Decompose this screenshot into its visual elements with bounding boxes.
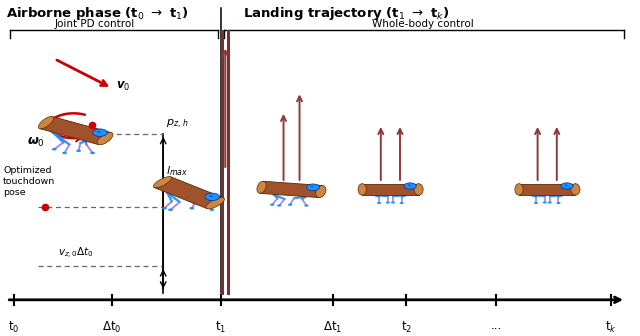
Circle shape [304, 204, 308, 207]
Ellipse shape [154, 177, 172, 188]
Ellipse shape [97, 132, 113, 145]
Circle shape [404, 183, 416, 189]
Ellipse shape [358, 184, 366, 195]
Circle shape [52, 148, 57, 151]
Circle shape [93, 129, 108, 136]
Text: $v_{z,0}\Delta t_0$: $v_{z,0}\Delta t_0$ [58, 246, 93, 261]
Circle shape [209, 209, 214, 211]
Circle shape [386, 202, 390, 204]
Circle shape [307, 184, 319, 191]
Text: $\Delta$t$_1$: $\Delta$t$_1$ [323, 320, 342, 335]
Circle shape [408, 185, 410, 186]
Circle shape [561, 183, 573, 189]
Polygon shape [40, 117, 111, 145]
Polygon shape [519, 184, 575, 195]
Text: Optimized
touchdown
pose: Optimized touchdown pose [3, 166, 56, 197]
Circle shape [168, 209, 173, 211]
Ellipse shape [38, 117, 54, 129]
Circle shape [556, 202, 561, 204]
Text: ...: ... [490, 320, 502, 332]
Circle shape [399, 202, 404, 204]
Circle shape [97, 131, 100, 133]
Circle shape [189, 207, 195, 209]
Circle shape [62, 152, 67, 154]
Circle shape [209, 195, 212, 197]
Circle shape [534, 202, 538, 204]
Text: $\boldsymbol{\omega}_0$: $\boldsymbol{\omega}_0$ [27, 135, 45, 149]
Text: $l_{max}$: $l_{max}$ [166, 164, 189, 177]
Text: $p_{z,\,h}$: $p_{z,\,h}$ [166, 118, 189, 131]
Circle shape [543, 202, 547, 204]
Text: Whole-body control: Whole-body control [372, 19, 473, 29]
Polygon shape [362, 184, 419, 195]
Circle shape [205, 193, 220, 201]
Circle shape [162, 207, 167, 209]
Text: Joint PD control: Joint PD control [54, 19, 134, 29]
Ellipse shape [515, 184, 523, 195]
Text: $\boldsymbol{v}_0$: $\boldsymbol{v}_0$ [116, 80, 131, 93]
Circle shape [76, 150, 81, 152]
Ellipse shape [316, 185, 326, 198]
Circle shape [310, 186, 314, 187]
Ellipse shape [414, 184, 423, 195]
Text: t$_0$: t$_0$ [8, 320, 20, 335]
Circle shape [548, 202, 552, 204]
Circle shape [377, 202, 381, 204]
Text: $\Delta$t$_0$: $\Delta$t$_0$ [102, 320, 122, 335]
Text: t$_2$: t$_2$ [401, 320, 412, 335]
Text: Landing trajectory (t$_1$ $\rightarrow$ t$_k$): Landing trajectory (t$_1$ $\rightarrow$ … [243, 5, 449, 22]
Text: Airborne phase (t$_0$ $\rightarrow$ t$_1$): Airborne phase (t$_0$ $\rightarrow$ t$_1… [6, 5, 189, 22]
Circle shape [564, 185, 567, 186]
Text: t$_k$: t$_k$ [605, 320, 617, 335]
Circle shape [90, 152, 95, 154]
Circle shape [288, 204, 292, 206]
Ellipse shape [206, 198, 225, 209]
Ellipse shape [571, 184, 580, 195]
Circle shape [391, 202, 395, 204]
Circle shape [270, 204, 275, 206]
Polygon shape [154, 177, 223, 209]
Ellipse shape [257, 181, 266, 193]
Polygon shape [260, 181, 323, 198]
Text: t$_1$: t$_1$ [215, 320, 227, 335]
Circle shape [277, 204, 282, 207]
